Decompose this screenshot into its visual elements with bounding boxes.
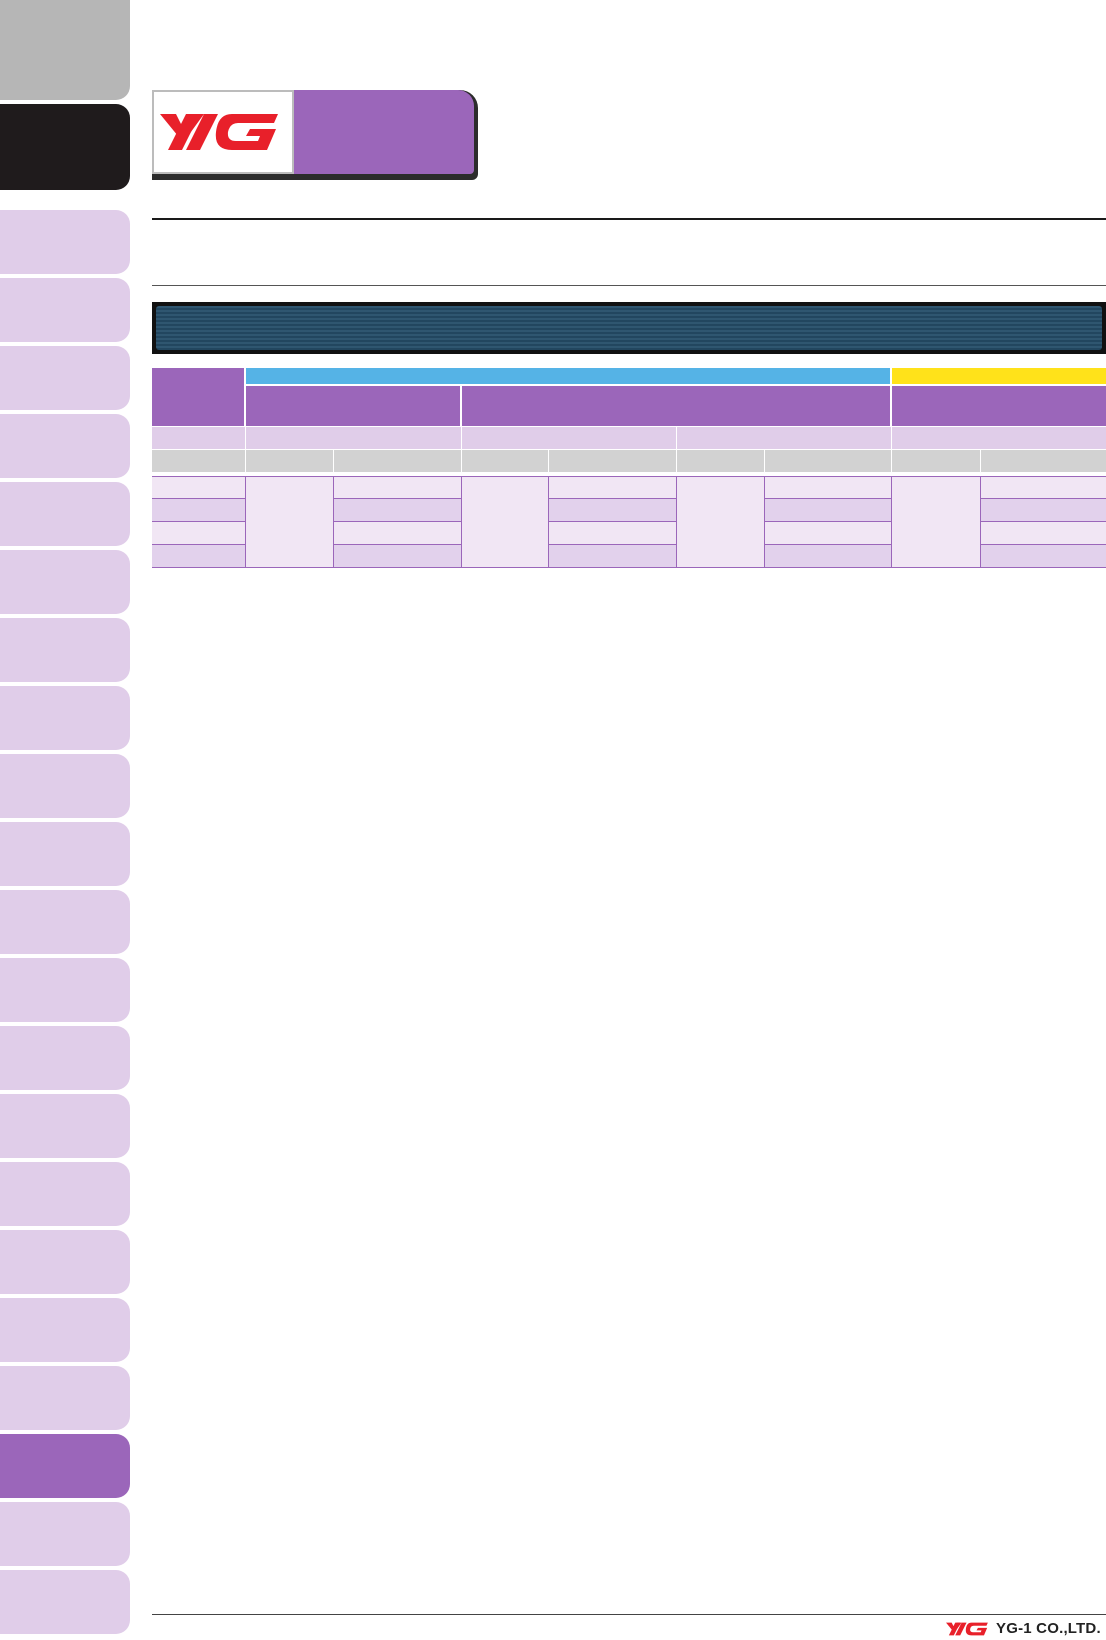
table-header-sub-1 (246, 386, 460, 426)
divider (676, 427, 677, 449)
table-grid-line (152, 476, 1106, 477)
table-header-gray-row (152, 450, 1106, 472)
sidebar-tab-10[interactable] (0, 822, 130, 886)
sidebar-tab-current-section[interactable] (0, 104, 130, 190)
divider (461, 427, 462, 449)
divider (764, 450, 765, 472)
yg-logo-icon (160, 114, 278, 150)
table-grid-line (980, 521, 1106, 522)
sidebar-tab-8[interactable] (0, 686, 130, 750)
sidebar-tab-top[interactable] (0, 0, 130, 100)
table-merged-cell (892, 476, 980, 568)
sidebar-tab-16[interactable] (0, 1230, 130, 1294)
table-grid-line (764, 544, 892, 545)
sidebar-tab-3[interactable] (0, 346, 130, 410)
sidebar-tab-11[interactable] (0, 890, 130, 954)
table-grid-line (548, 498, 677, 499)
divider (980, 450, 981, 472)
sidebar-tab-6[interactable] (0, 550, 130, 614)
sidebar-tab-15[interactable] (0, 1162, 130, 1226)
sidebar-tab-2[interactable] (0, 278, 130, 342)
table-merged-cell (246, 476, 333, 568)
yg-small-logo-icon (946, 1622, 988, 1636)
section-banner-fill (156, 306, 1102, 350)
divider (245, 450, 246, 472)
table-merged-cell (462, 476, 548, 568)
table-row (152, 476, 1106, 499)
table-grid-line (152, 498, 246, 499)
table-header-first-col (152, 368, 244, 426)
table-header-group-yellow (892, 368, 1106, 384)
divider (676, 450, 677, 472)
sidebar-tab-1[interactable] (0, 210, 130, 274)
table-grid-line (333, 476, 334, 568)
header-rule (152, 218, 1106, 220)
table-grid-line (891, 476, 892, 568)
sidebar-tab-13[interactable] (0, 1026, 130, 1090)
sidebar-tab-9[interactable] (0, 754, 130, 818)
subheader-rule (152, 285, 1106, 286)
footer-company-name: YG-1 CO.,LTD. (996, 1620, 1101, 1637)
table-grid-line (980, 498, 1106, 499)
table-grid-line (333, 521, 462, 522)
table-grid-line (980, 544, 1106, 545)
divider (333, 450, 334, 472)
sidebar-tab-19-active[interactable] (0, 1434, 130, 1498)
table-row (152, 522, 1106, 545)
table-header-sub-3 (892, 386, 1106, 426)
table-grid-line (980, 476, 981, 568)
sidebar-tab-20[interactable] (0, 1502, 130, 1566)
table-grid-line (245, 476, 246, 568)
sidebar-tab-14[interactable] (0, 1094, 130, 1158)
sidebar-tab-17[interactable] (0, 1298, 130, 1362)
table-merged-cell (677, 476, 764, 568)
table-header-lavender-row (152, 427, 1106, 449)
sidebar-tab-4[interactable] (0, 414, 130, 478)
section-banner (152, 302, 1106, 354)
table-header-group-blue (246, 368, 890, 384)
sidebar-tab-12[interactable] (0, 958, 130, 1022)
table-grid-line (548, 476, 549, 568)
divider (891, 450, 892, 472)
table-grid-line (548, 544, 677, 545)
sidebar-tab-7[interactable] (0, 618, 130, 682)
divider (548, 450, 549, 472)
header-section-label-box (294, 90, 474, 174)
sidebar-tab-18[interactable] (0, 1366, 130, 1430)
table-row (152, 545, 1106, 568)
table-grid-line (152, 544, 246, 545)
footer-rule (152, 1614, 1106, 1615)
table-grid-line (764, 521, 892, 522)
divider (245, 427, 246, 449)
table-grid-line (461, 476, 462, 568)
table-grid-line (548, 521, 677, 522)
table-grid-line (764, 476, 765, 568)
table-grid-line (676, 476, 677, 568)
table-grid-line (152, 567, 1106, 568)
table-grid-line (333, 544, 462, 545)
sidebar-tab-5[interactable] (0, 482, 130, 546)
table-header-sub-2 (462, 386, 890, 426)
divider (461, 450, 462, 472)
table-row (152, 499, 1106, 522)
table-grid-line (764, 498, 892, 499)
sidebar-tab-21[interactable] (0, 1570, 130, 1634)
table-grid-line (333, 498, 462, 499)
divider (891, 427, 892, 449)
table-grid-line (152, 521, 246, 522)
